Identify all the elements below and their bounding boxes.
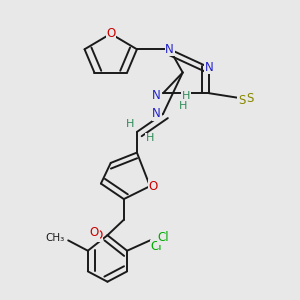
Text: N: N (165, 43, 174, 56)
Text: O: O (90, 226, 99, 239)
Text: N: N (205, 61, 213, 74)
Text: CH₃: CH₃ (46, 233, 65, 243)
Text: S: S (246, 92, 253, 105)
Text: N: N (152, 107, 161, 120)
Text: H: H (182, 91, 190, 101)
Text: O: O (148, 180, 158, 193)
Text: Cl: Cl (151, 240, 162, 254)
Text: O: O (93, 229, 102, 242)
Text: O: O (106, 27, 116, 40)
Text: S: S (238, 94, 245, 107)
Text: H: H (126, 119, 135, 129)
Text: N: N (152, 89, 161, 102)
Text: H: H (178, 101, 187, 111)
Text: Cl: Cl (157, 231, 169, 244)
Text: H: H (146, 134, 154, 143)
